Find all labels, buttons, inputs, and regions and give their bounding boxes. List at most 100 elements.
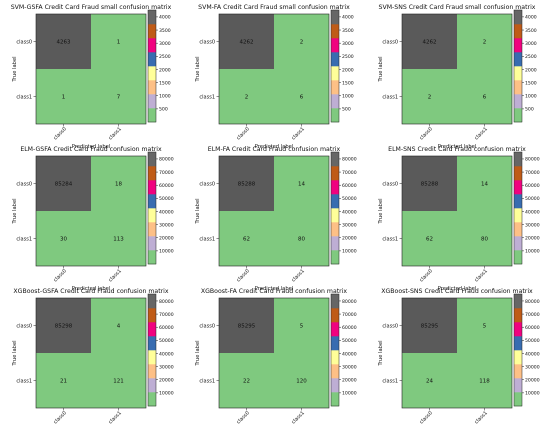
colorbar-tick-label: 10000 [342,249,357,255]
colorbar-tick-label: 40000 [525,351,540,357]
matrix-cell [457,69,512,124]
colorbar-segment [148,180,156,195]
cell-value: 113 [113,237,124,243]
x-axis-label: Predicted label [255,286,294,292]
colorbar-tick-label: 3500 [342,28,354,34]
x-tick-label: class1 [291,126,306,141]
colorbar-segment [514,24,522,39]
colorbar-segment [514,350,522,365]
cell-value: 30 [60,237,67,243]
cell-value: 5 [300,324,304,330]
matrix-frame [218,297,330,409]
cell-value: 62 [426,237,433,243]
colorbar-tick-label: 2500 [159,54,171,60]
colorbar-segment [514,222,522,237]
matrix-cell [274,14,329,69]
colorbar-segment [148,152,156,167]
colorbar-segment [514,308,522,323]
colorbar-tick-label: 40000 [159,209,174,215]
colorbar-tick-label: 70000 [342,170,357,176]
matrix-cell [457,298,512,353]
colorbar-segment [514,52,522,67]
cell-value: 22 [243,379,250,385]
colorbar-tick-label: 3500 [525,28,537,34]
cell-value: 21 [60,379,67,385]
colorbar-segment [148,24,156,39]
colorbar-segment [148,80,156,95]
cell-value: 85298 [55,324,73,330]
x-tick-label: class0 [236,268,251,283]
colorbar-segment [331,52,339,67]
confusion-matrix-panel: XGBoost-SNS Credit Card Fraud confusion … [378,288,540,430]
colorbar-tick-label: 80000 [525,299,540,305]
cell-value: 4 [117,324,121,330]
matrix-cell [36,14,91,69]
panel-title: SVM-FA Credit Card Fraud small confusion… [198,4,350,11]
colorbar-tick-label: 1500 [342,80,354,86]
colorbar-segment [148,350,156,365]
colorbar-segment [514,108,522,123]
matrix-cell [91,298,146,353]
colorbar-tick-label: 500 [159,107,168,113]
colorbar-segment [148,108,156,123]
x-tick-label: class0 [53,126,68,141]
matrix-cell [91,14,146,69]
cell-value: 2 [483,40,487,46]
matrix-frame [218,155,330,267]
x-tick-label: class0 [53,410,68,425]
colorbar-segment [331,152,339,167]
colorbar-tick-label: 4000 [159,15,171,21]
colorbar-frame [330,293,340,407]
colorbar-tick-label: 1000 [342,94,354,100]
cell-value: 24 [426,379,433,385]
cell-value: 85284 [55,182,73,188]
colorbar-segment [331,236,339,251]
colorbar-tick-label: 20000 [525,236,540,242]
cell-value: 18 [115,182,122,188]
colorbar-frame [147,9,157,123]
y-tick-label: class0 [199,40,215,46]
colorbar-frame [330,151,340,265]
matrix-frame [35,13,147,125]
colorbar-tick-label: 2000 [159,67,171,73]
matrix-frame [401,13,513,125]
panel-title: XGBoost-SNS Credit Card Fraud confusion … [381,288,533,295]
colorbar-tick-label: 70000 [159,312,174,318]
panel-title: XGBoost-FA Credit Card Fraud confusion m… [201,288,348,295]
colorbar-tick-label: 50000 [525,196,540,202]
colorbar-segment [514,10,522,25]
matrix-cell [91,69,146,124]
matrix-cell [402,298,457,353]
y-tick-label: class1 [16,95,32,101]
matrix-cell [219,298,274,353]
colorbar-segment [148,250,156,265]
cell-value: 2 [245,95,249,101]
confusion-matrix-panel: ELM-SNS Credit Card Fraud confusion matr… [378,146,540,292]
colorbar-tick-label: 60000 [525,325,540,331]
confusion-matrix-panel: ELM-GSFA Credit Card Fraud confusion mat… [12,146,174,292]
colorbar-segment [148,378,156,393]
colorbar-segment [148,364,156,379]
colorbar-tick-label: 4000 [525,15,537,21]
cell-value: 118 [479,379,490,385]
cell-value: 1 [117,40,121,46]
colorbar-segment [331,208,339,223]
colorbar-tick-label: 2000 [525,67,537,73]
colorbar-tick-label: 30000 [159,364,174,370]
colorbar-segment [514,194,522,209]
colorbar-segment [331,94,339,109]
x-tick-label: class1 [474,410,489,425]
y-tick-label: class1 [16,379,32,385]
colorbar-segment [514,80,522,95]
cell-value: 2 [300,40,304,46]
matrix-cell [219,156,274,211]
colorbar-segment [148,222,156,237]
colorbar-tick-label: 20000 [159,378,174,384]
colorbar-tick-label: 70000 [525,312,540,318]
matrix-cell [36,69,91,124]
colorbar-segment [148,322,156,337]
colorbar-segment [331,66,339,81]
matrix-cell [402,353,457,408]
cell-value: 1 [62,95,66,101]
